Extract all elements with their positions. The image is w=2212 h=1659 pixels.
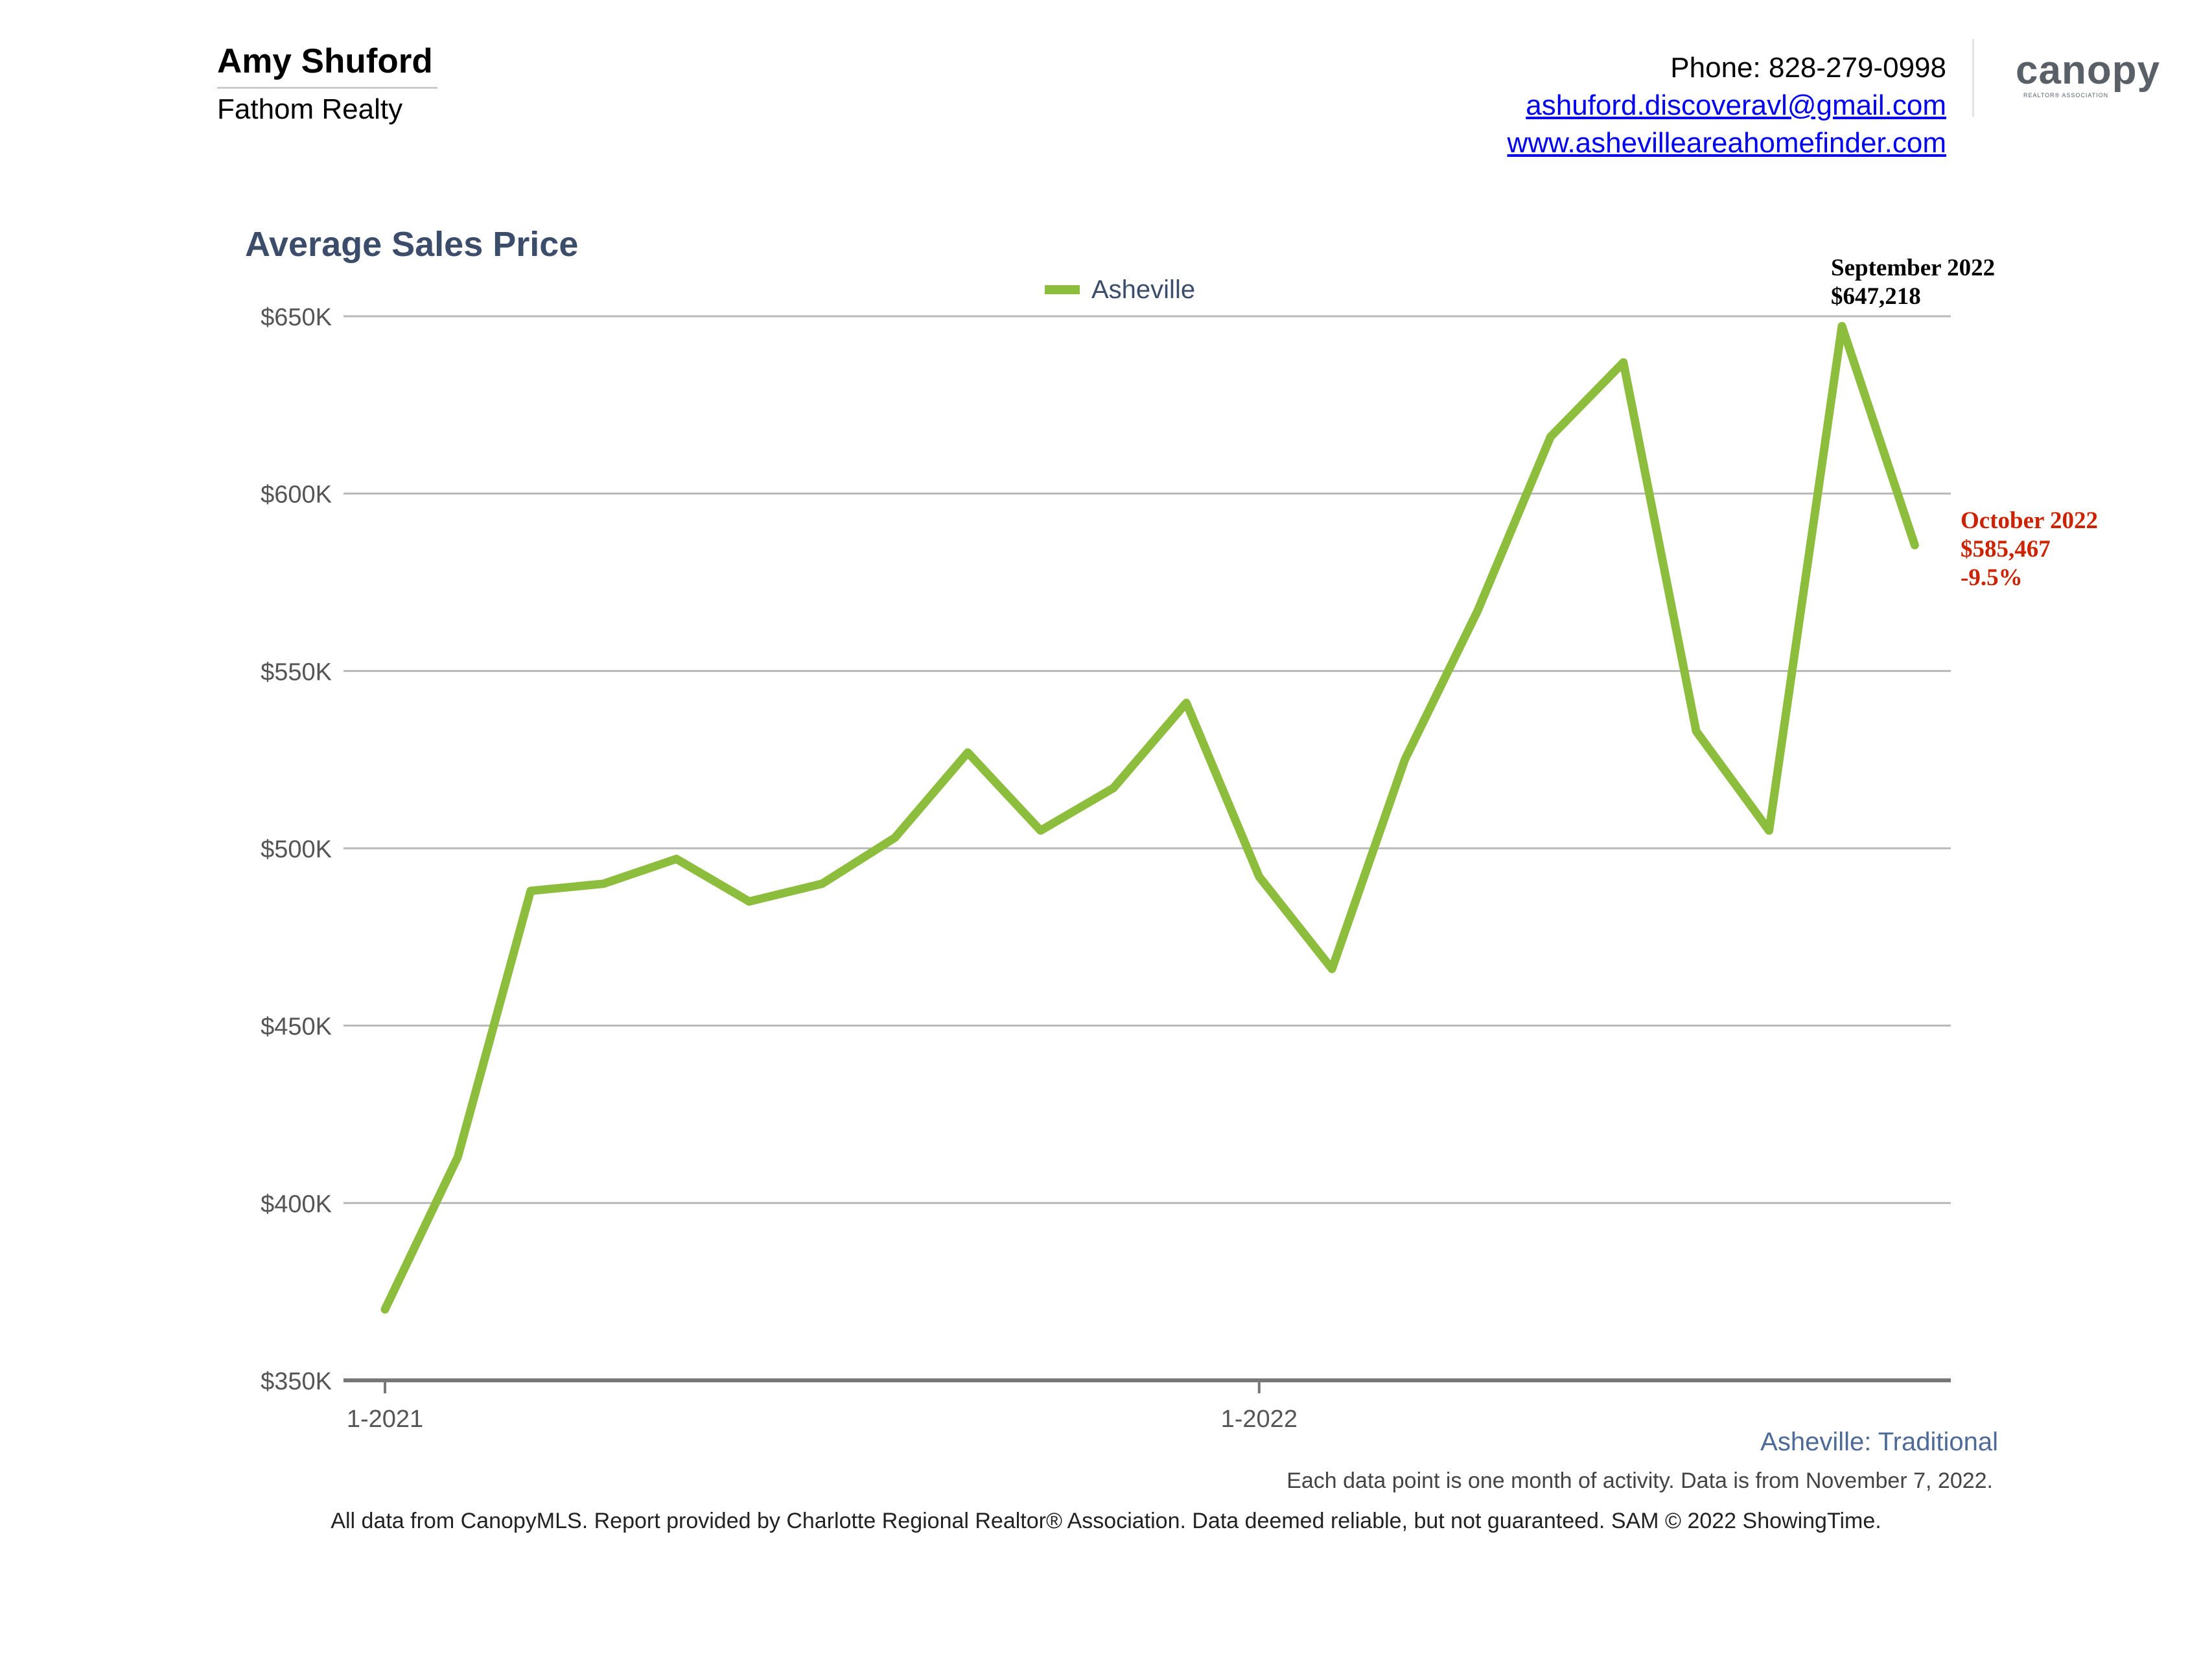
y-tick-label: $650K (261, 304, 332, 331)
chart-subtitle: Asheville: Traditional (1760, 1428, 1998, 1456)
data-point (1112, 785, 1115, 790)
agent-name-underline (217, 87, 437, 89)
contact-block: Phone: 828-279-0998 ashuford.discoveravl… (1508, 49, 1946, 162)
logo-wordmark: canopy (2016, 48, 2161, 93)
y-tick-label: $400K (261, 1190, 332, 1218)
data-point (383, 1307, 387, 1312)
y-tick-label: $550K (261, 658, 332, 686)
chart-legend: Asheville (1045, 273, 1195, 306)
y-tick-label: $450K (261, 1014, 332, 1041)
data-point (1257, 874, 1261, 879)
data-point (892, 835, 897, 840)
series-line-asheville (380, 321, 1919, 1314)
data-point (1767, 828, 1771, 833)
contact-email-link[interactable]: ashuford.discoveravl@gmail.com (1526, 89, 1946, 121)
data-point (747, 899, 751, 904)
legend-swatch (1045, 285, 1080, 294)
data-point (674, 857, 679, 861)
data-point (1476, 609, 1480, 613)
data-point (1184, 701, 1189, 705)
footer-disclaimer: All data from CanopyMLS. Report provided… (331, 1509, 1881, 1533)
chart-title: Average Sales Price (245, 225, 579, 264)
data-point (1038, 828, 1043, 833)
data-point (966, 750, 970, 755)
annotation-text: $585,467 (1961, 536, 2051, 563)
data-point (601, 881, 606, 886)
y-tick-label: $600K (261, 481, 332, 509)
data-point (1621, 360, 1625, 365)
annotation-text: -9.5% (1961, 564, 2023, 591)
data-point (528, 888, 533, 893)
annotation-text: October 2022 (1961, 507, 2098, 534)
annotation-text: $647,218 (1831, 283, 1921, 310)
annotation-text: September 2022 (1831, 255, 1995, 281)
data-point (1694, 729, 1699, 734)
logo-divider (1972, 39, 1974, 117)
data-point (1403, 758, 1407, 762)
data-note: Each data point is one month of activity… (1286, 1468, 1993, 1493)
contact-website-link[interactable]: www.ashevilleareahomefinder.com (1507, 127, 1946, 159)
data-point (1913, 543, 1917, 548)
data-point (1330, 967, 1334, 971)
y-tick-label: $500K (261, 836, 332, 863)
data-point (1548, 435, 1553, 439)
data-point (1840, 324, 1844, 329)
y-tick-label: $350K (261, 1368, 332, 1395)
x-tick-label: 1-2021 (347, 1406, 423, 1433)
data-point (820, 881, 824, 886)
canopy-logo: canopy REALTOR® ASSOCIATION (2016, 51, 2165, 102)
data-point (456, 1155, 460, 1159)
logo-subtext: REALTOR® ASSOCIATION (2023, 92, 2109, 99)
x-tick-label: 1-2022 (1221, 1406, 1298, 1433)
agent-name: Amy Shuford (217, 42, 433, 80)
agent-company: Fathom Realty (217, 93, 403, 125)
legend-label: Asheville (1091, 275, 1196, 304)
contact-phone: Phone: 828-279-0998 (1670, 52, 1946, 84)
